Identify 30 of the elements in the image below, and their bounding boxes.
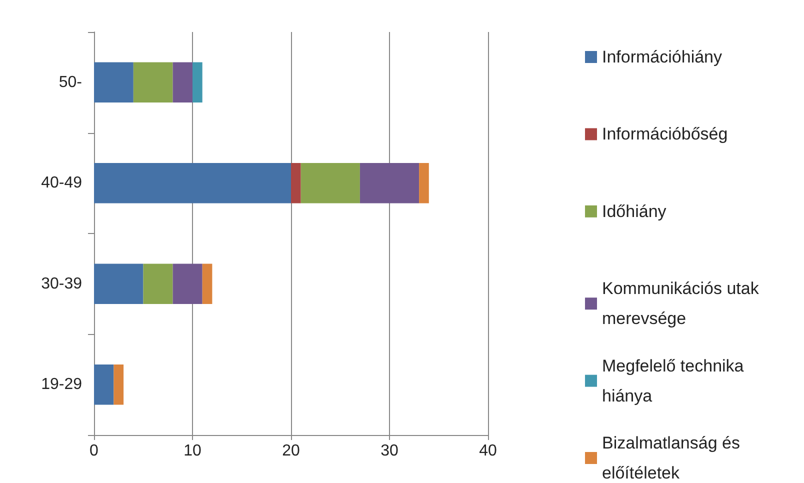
- x-tick-label: 10: [184, 442, 202, 460]
- legend-label: Információhiány: [602, 48, 723, 66]
- bar: [360, 162, 420, 204]
- bar: [172, 264, 202, 304]
- bar: [172, 62, 192, 103]
- bar: [94, 162, 291, 204]
- legend-label: Információbőség: [602, 124, 728, 144]
- x-tick-label: 30: [380, 442, 398, 460]
- bar: [114, 364, 124, 405]
- bar: [143, 264, 173, 304]
- y-tick-label: 19-29: [41, 376, 82, 394]
- bar: [419, 162, 429, 204]
- legend-label: Időhiány: [602, 202, 667, 221]
- bar: [94, 264, 144, 304]
- bar: [94, 62, 134, 103]
- bar: [94, 364, 114, 405]
- x-tick-label: 40: [479, 442, 497, 460]
- legend-label: Megfelelő technika hiánya: [602, 356, 748, 406]
- bar: [133, 62, 173, 103]
- x-tick-label: 0: [90, 442, 99, 460]
- bar: [202, 264, 212, 304]
- legend-label: Kommunikációs utak merevsége: [602, 279, 764, 328]
- y-tick-label: 40-49: [41, 174, 82, 192]
- bar: [291, 162, 301, 204]
- y-tick-label: 50-: [58, 74, 82, 91]
- legend-label: Bizalmatlanság és előítéletek: [602, 434, 745, 482]
- bar: [192, 62, 202, 103]
- bar: [300, 162, 360, 204]
- y-tick-label: 30-39: [41, 275, 82, 292]
- x-tick-label: 20: [282, 442, 300, 460]
